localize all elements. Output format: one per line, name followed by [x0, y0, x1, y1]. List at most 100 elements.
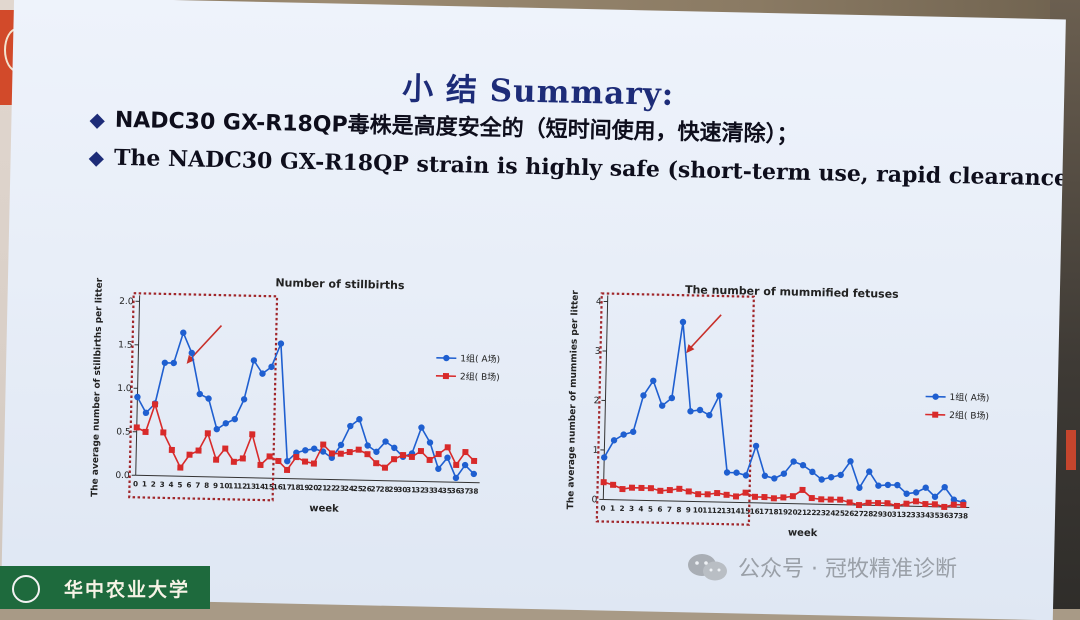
- data-point: [875, 500, 881, 506]
- data-point: [648, 485, 654, 491]
- data-point: [162, 360, 169, 367]
- data-point: [134, 394, 141, 401]
- x-tick-label: 9: [686, 505, 691, 514]
- data-point: [400, 452, 406, 458]
- data-point: [913, 498, 919, 504]
- data-point: [453, 462, 459, 468]
- data-point: [885, 482, 892, 489]
- data-point: [913, 489, 920, 496]
- data-point: [311, 445, 318, 452]
- data-point: [418, 448, 424, 454]
- y-axis-line: [603, 296, 607, 500]
- diamond-bullet-icon: ◆: [88, 145, 104, 169]
- x-tick-label: 2: [151, 480, 156, 489]
- x-tick-label: 38: [958, 511, 968, 520]
- x-tick-label: 8: [676, 505, 681, 514]
- watermark: 公众号 · 冠牧精准诊断: [686, 549, 957, 585]
- legend-marker: [932, 393, 939, 400]
- annotation-arrow: [688, 314, 721, 351]
- data-point: [257, 462, 263, 468]
- data-point: [177, 464, 183, 470]
- data-point: [809, 495, 815, 501]
- data-point: [856, 502, 862, 508]
- data-point: [213, 457, 219, 463]
- university-name: 华中农业大学: [64, 575, 190, 602]
- data-point: [338, 451, 344, 457]
- data-point: [302, 459, 308, 465]
- data-point: [320, 442, 326, 448]
- data-point: [761, 494, 767, 500]
- x-tick-label: 4: [168, 480, 173, 489]
- y-axis-line: [136, 295, 140, 475]
- legend-label: 2组( B场): [949, 409, 989, 422]
- x-tick-label: 9: [213, 481, 218, 490]
- data-point: [657, 488, 663, 494]
- x-tick-label: 38: [468, 487, 478, 496]
- data-point: [780, 494, 786, 500]
- x-tick-label: 1: [610, 504, 615, 513]
- data-point: [697, 407, 704, 414]
- data-point: [445, 444, 451, 450]
- data-point: [705, 491, 711, 497]
- data-point: [436, 451, 442, 457]
- y-axis-label: The average number of mummies per litter: [566, 290, 581, 510]
- data-point: [170, 360, 177, 367]
- data-point: [619, 486, 625, 492]
- bullet-text-zh: NADC30 GX-R18QP毒株是高度安全的（短时间使用，快速清除）；: [115, 108, 799, 148]
- data-point: [186, 452, 192, 458]
- x-axis-label: week: [788, 528, 818, 540]
- data-point: [922, 501, 928, 507]
- data-point: [951, 502, 957, 508]
- y-tick-label: 0.5: [116, 427, 131, 437]
- data-point: [427, 439, 434, 446]
- data-point: [231, 459, 237, 465]
- data-point: [347, 449, 353, 455]
- data-point: [180, 329, 187, 336]
- data-point: [676, 486, 682, 492]
- y-tick-label: 1.5: [118, 340, 133, 350]
- x-tick-label: 2: [619, 504, 624, 513]
- y-tick-label: 1.0: [117, 384, 132, 394]
- x-tick-label: 3: [629, 504, 634, 513]
- university-emblem-icon: [12, 575, 40, 603]
- data-point: [762, 473, 769, 480]
- data-point: [601, 479, 607, 485]
- data-point: [232, 416, 239, 423]
- data-point: [205, 430, 211, 436]
- data-point: [382, 465, 388, 471]
- data-point: [278, 340, 285, 347]
- data-point: [169, 447, 175, 453]
- data-point: [611, 437, 618, 444]
- data-point: [364, 451, 370, 457]
- wechat-icon: [686, 551, 730, 583]
- data-point: [240, 455, 246, 461]
- data-point: [196, 391, 203, 398]
- chart-title: Number of stillbirths: [275, 276, 405, 292]
- data-point: [142, 429, 148, 435]
- data-point: [865, 500, 871, 506]
- data-point: [275, 458, 281, 464]
- data-point: [249, 431, 255, 437]
- data-point: [329, 450, 335, 456]
- data-point: [790, 493, 796, 499]
- x-tick-label: 6: [186, 480, 191, 489]
- data-point: [471, 458, 477, 464]
- x-tick-label: 4: [638, 504, 643, 513]
- x-tick-label: 1: [142, 479, 147, 488]
- data-point: [152, 401, 158, 407]
- x-tick-label: 5: [177, 480, 182, 489]
- x-tick-label: 7: [667, 505, 672, 514]
- x-tick-label: 7: [195, 481, 200, 490]
- data-point: [638, 485, 644, 491]
- legend-marker: [443, 355, 450, 362]
- data-point: [771, 495, 777, 501]
- data-point: [903, 501, 909, 507]
- data-point: [960, 502, 966, 508]
- legend-label: 1组( A场): [949, 391, 989, 404]
- x-tick-label: 5: [648, 504, 653, 513]
- data-point: [311, 460, 317, 466]
- legend-marker: [443, 373, 449, 379]
- data-point: [828, 474, 835, 481]
- x-axis-label: week: [309, 503, 339, 515]
